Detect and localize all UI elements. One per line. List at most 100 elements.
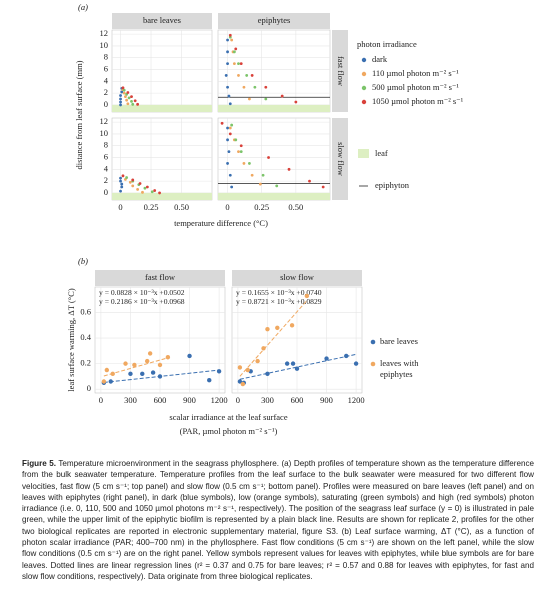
point	[216, 369, 222, 374]
panel-bg	[111, 117, 213, 201]
point	[353, 361, 359, 366]
legend-box: leaves with epiphytes	[380, 358, 418, 379]
legend-label: 110 µmol photon m⁻² s⁻¹	[372, 68, 459, 78]
point	[237, 379, 243, 384]
point	[122, 88, 126, 92]
point	[147, 351, 153, 356]
y-tick-label: 12	[100, 116, 109, 126]
x-tick-label: 900	[320, 395, 333, 405]
point	[108, 379, 113, 384]
x-tick-label: 0	[99, 395, 103, 405]
point	[226, 85, 229, 89]
strip-label: fast flow	[145, 272, 176, 282]
caption-label: Figure 5.	[22, 459, 56, 468]
point	[239, 62, 243, 66]
y-tick-label: 12	[100, 28, 109, 38]
panel-bg	[217, 117, 331, 201]
point	[230, 123, 234, 127]
x-axis-label: (PAR, µmol photon m⁻² s⁻¹)	[180, 426, 278, 436]
point	[237, 365, 243, 370]
strip	[232, 270, 362, 286]
x-tick-label: 600	[291, 395, 304, 405]
point	[144, 358, 150, 364]
point	[122, 91, 126, 95]
point	[275, 325, 280, 331]
y-tick-label: 0.6	[80, 306, 91, 316]
point	[119, 176, 122, 180]
point	[121, 174, 125, 178]
legend-marker	[358, 149, 369, 158]
point	[237, 74, 240, 77]
point	[228, 126, 232, 130]
strip	[332, 118, 348, 200]
y-tick-label: 0.4	[80, 332, 91, 342]
y-tick-label: 4	[104, 163, 109, 173]
point	[226, 50, 229, 54]
point	[280, 94, 284, 98]
point	[128, 180, 132, 184]
point	[250, 74, 254, 77]
point	[130, 99, 133, 103]
point	[265, 326, 270, 332]
point	[226, 138, 229, 142]
point	[248, 97, 251, 101]
point	[157, 362, 163, 368]
y-tick-label: 4	[104, 75, 109, 85]
point	[321, 185, 325, 189]
point	[304, 293, 310, 299]
panel-label: (a)	[78, 2, 88, 12]
legend-marker	[370, 361, 376, 367]
point	[265, 371, 270, 377]
point	[248, 162, 251, 165]
point	[324, 356, 329, 361]
x-tick-label: 0	[118, 202, 122, 212]
y-axis-label: distance from leaf surface (mm)	[74, 60, 84, 169]
x-tick-label: 0.50	[174, 202, 189, 212]
point	[261, 346, 266, 351]
regression-line	[103, 357, 169, 377]
point	[131, 178, 135, 182]
strip-label: fast flow	[336, 56, 346, 87]
y-axis-label: leaf surface warming, ΔT (°C)	[66, 288, 76, 392]
point	[123, 361, 128, 366]
point	[230, 185, 234, 189]
legend-label: dark	[372, 54, 388, 64]
x-axis-label: temperature difference (°C)	[174, 218, 268, 228]
x-tick-label: 600	[154, 395, 167, 405]
point	[121, 86, 125, 90]
point	[157, 374, 163, 379]
equation: y = 0.8721 × 10⁻³x +0.0829	[236, 297, 322, 306]
equation: y = 0.2186 × 10⁻³x +0.0968	[99, 297, 185, 306]
x-tick-label: 1200	[211, 395, 228, 405]
point	[275, 184, 279, 188]
point	[230, 38, 234, 42]
point	[101, 379, 107, 384]
regression-line	[239, 300, 308, 377]
strip-label: epiphytes	[258, 15, 291, 25]
equation: y = 0.1655 × 10⁻³x +0.0740	[236, 288, 322, 297]
legend-label: bare leaves	[380, 336, 418, 346]
y-tick-label: 6	[104, 151, 108, 161]
y-tick-label: 0	[104, 187, 108, 197]
point	[132, 362, 137, 368]
point	[290, 361, 296, 366]
point	[250, 173, 254, 177]
point	[228, 173, 232, 177]
point	[228, 33, 232, 37]
point	[131, 184, 135, 188]
point	[119, 189, 122, 193]
point	[143, 186, 147, 190]
point	[232, 62, 236, 66]
point	[264, 85, 268, 89]
legend-label: 500 µmol photon m⁻² s⁻¹	[372, 82, 459, 92]
strip	[332, 30, 348, 112]
point	[226, 126, 229, 130]
point	[119, 100, 122, 104]
point	[153, 189, 157, 192]
point	[308, 179, 311, 183]
strip-label: bare leaves	[143, 15, 181, 25]
point	[239, 144, 243, 148]
point	[294, 100, 298, 104]
y-tick-label: 8	[104, 52, 108, 62]
